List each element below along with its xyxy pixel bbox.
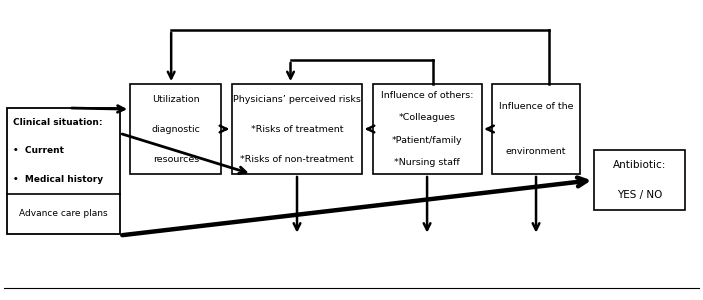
Text: Influence of others:: Influence of others: — [381, 91, 473, 100]
Text: •  Medical history: • Medical history — [13, 175, 103, 184]
Text: Clinical situation:: Clinical situation: — [13, 118, 102, 127]
Text: *Risks of treatment: *Risks of treatment — [251, 124, 343, 134]
FancyBboxPatch shape — [232, 84, 362, 174]
Text: *Patient/family: *Patient/family — [392, 136, 463, 145]
Text: •  Current: • Current — [13, 146, 64, 155]
Text: Influence of the: Influence of the — [499, 102, 573, 111]
FancyBboxPatch shape — [373, 84, 482, 174]
FancyBboxPatch shape — [492, 84, 580, 174]
FancyBboxPatch shape — [7, 108, 120, 234]
Text: environment: environment — [505, 147, 567, 156]
FancyBboxPatch shape — [594, 150, 685, 210]
FancyBboxPatch shape — [130, 84, 221, 174]
Text: YES / NO: YES / NO — [617, 190, 662, 200]
Text: resources: resources — [153, 154, 199, 164]
Text: *Colleagues: *Colleagues — [399, 113, 456, 122]
Text: Utilization: Utilization — [152, 94, 200, 103]
Text: *Nursing staff: *Nursing staff — [394, 158, 460, 167]
Text: Antibiotic:: Antibiotic: — [613, 160, 666, 170]
Text: Advance care plans: Advance care plans — [19, 209, 108, 218]
Text: Physicians’ perceived risks: Physicians’ perceived risks — [233, 94, 361, 103]
Text: *Risks of non-treatment: *Risks of non-treatment — [240, 154, 354, 164]
Text: diagnostic: diagnostic — [151, 124, 200, 134]
